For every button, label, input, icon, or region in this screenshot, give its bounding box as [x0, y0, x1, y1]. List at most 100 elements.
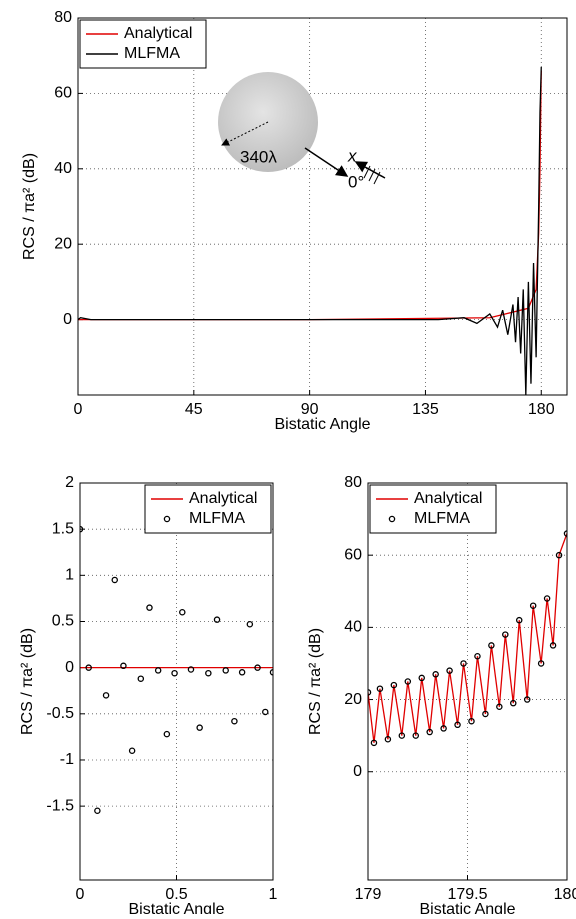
annotation: 340λ — [240, 147, 277, 166]
marker — [246, 621, 254, 628]
y-tick-label: 0 — [65, 659, 74, 676]
series-line — [78, 66, 542, 395]
annotation: x — [347, 146, 357, 165]
marker — [412, 732, 420, 739]
plot-area — [368, 483, 567, 880]
marker — [488, 642, 495, 649]
x-tick-label: 179.5 — [447, 886, 487, 903]
marker — [460, 660, 467, 667]
marker — [468, 717, 475, 725]
marker — [262, 708, 269, 716]
y-tick-label: 0 — [353, 763, 362, 780]
marker — [515, 616, 523, 624]
series-line — [368, 533, 567, 743]
y-tick-label: 80 — [344, 474, 362, 491]
marker — [213, 616, 221, 623]
incident-arrow — [354, 161, 386, 179]
marker — [179, 609, 186, 616]
legend: Analytical MLFMA — [369, 484, 497, 534]
subplot: 0 45 90 135 180 0 20 40 60 80 Bistatic Angle RCS / … — [21, 9, 568, 433]
marker — [496, 703, 503, 711]
y-tick-label: 0.5 — [52, 613, 74, 630]
marker — [370, 739, 378, 747]
marker — [549, 642, 557, 649]
marker — [446, 667, 453, 674]
legend-box — [369, 484, 497, 534]
x-tick-label: 0 — [74, 401, 83, 418]
legend-label: MLFMA — [124, 45, 180, 62]
x-tick-label: 179 — [355, 886, 382, 903]
marker — [523, 696, 531, 703]
y-tick-label: 80 — [54, 9, 72, 26]
marker — [120, 662, 127, 670]
x-tick-label: 0.5 — [165, 886, 187, 903]
marker — [390, 681, 398, 689]
marker — [376, 685, 384, 692]
legend: Analytical MLFMA — [79, 19, 207, 69]
x-tick-label: 180 — [528, 401, 555, 418]
legend-label: Analytical — [189, 490, 257, 507]
marker — [222, 667, 229, 674]
marker — [398, 732, 406, 739]
y-axis-label: RCS / πa² (dB) — [21, 153, 38, 260]
radius-arrow — [221, 121, 269, 146]
marker — [368, 689, 372, 696]
x-tick-label: 180 — [554, 886, 576, 903]
marker — [205, 669, 212, 677]
plot-area — [78, 18, 567, 395]
marker — [555, 551, 563, 559]
x-tick-label: 45 — [185, 401, 203, 418]
y-tick-label: 60 — [344, 546, 362, 563]
y-tick-label: 20 — [344, 691, 362, 708]
marker — [187, 666, 195, 673]
marker — [238, 669, 246, 676]
axis-arrow — [304, 147, 349, 177]
marker — [454, 721, 461, 729]
marker — [537, 660, 545, 667]
y-tick-label: -0.5 — [46, 705, 74, 722]
marker — [482, 710, 489, 718]
marker — [163, 730, 171, 738]
wave-hatch — [373, 171, 381, 185]
marker — [137, 675, 145, 682]
y-tick-label: 40 — [344, 619, 362, 636]
plot-lines — [78, 66, 542, 395]
marker — [146, 604, 153, 611]
legend-marker — [388, 515, 396, 523]
marker — [529, 602, 537, 609]
marker — [171, 669, 178, 677]
marker — [231, 717, 238, 725]
legend-marker — [163, 515, 171, 523]
annotation: 0° — [348, 172, 364, 191]
subplot: 179 179.5 180 0 20 40 60 80 Bistatic Angle RCS / … — [307, 474, 576, 918]
legend: Analytical MLFMA — [144, 484, 272, 534]
y-axis-label: RCS / πa² (dB) — [307, 628, 324, 735]
legend-label: Analytical — [124, 25, 192, 42]
marker — [563, 530, 567, 537]
legend-box — [144, 484, 272, 534]
marker — [440, 725, 447, 732]
legend-box — [79, 19, 207, 69]
legend-label: MLFMA — [189, 510, 245, 527]
marker — [384, 735, 392, 743]
marker — [128, 747, 136, 754]
x-tick-label: 90 — [301, 401, 319, 418]
wave-hatch — [368, 168, 376, 182]
marker — [196, 724, 203, 731]
marker — [102, 692, 110, 699]
marker — [543, 595, 551, 602]
x-tick-label: 0 — [76, 886, 85, 903]
plot-frame — [77, 17, 568, 396]
y-tick-label: 1 — [65, 567, 74, 584]
subplot: 0 0.5 1 -1.5 -1 -0.5 0 0.5 1 1.5 2 Bistatic Angle RC… — [19, 474, 277, 918]
marker — [404, 678, 412, 685]
wave-hatch — [363, 165, 371, 179]
marker — [426, 728, 433, 736]
y-tick-label: 60 — [54, 85, 72, 102]
marker — [510, 699, 517, 707]
y-axis-label: RCS / πa² (dB) — [19, 628, 36, 735]
y-tick-label: 40 — [54, 160, 72, 177]
y-tick-label: 20 — [54, 235, 72, 252]
marker — [111, 576, 118, 584]
